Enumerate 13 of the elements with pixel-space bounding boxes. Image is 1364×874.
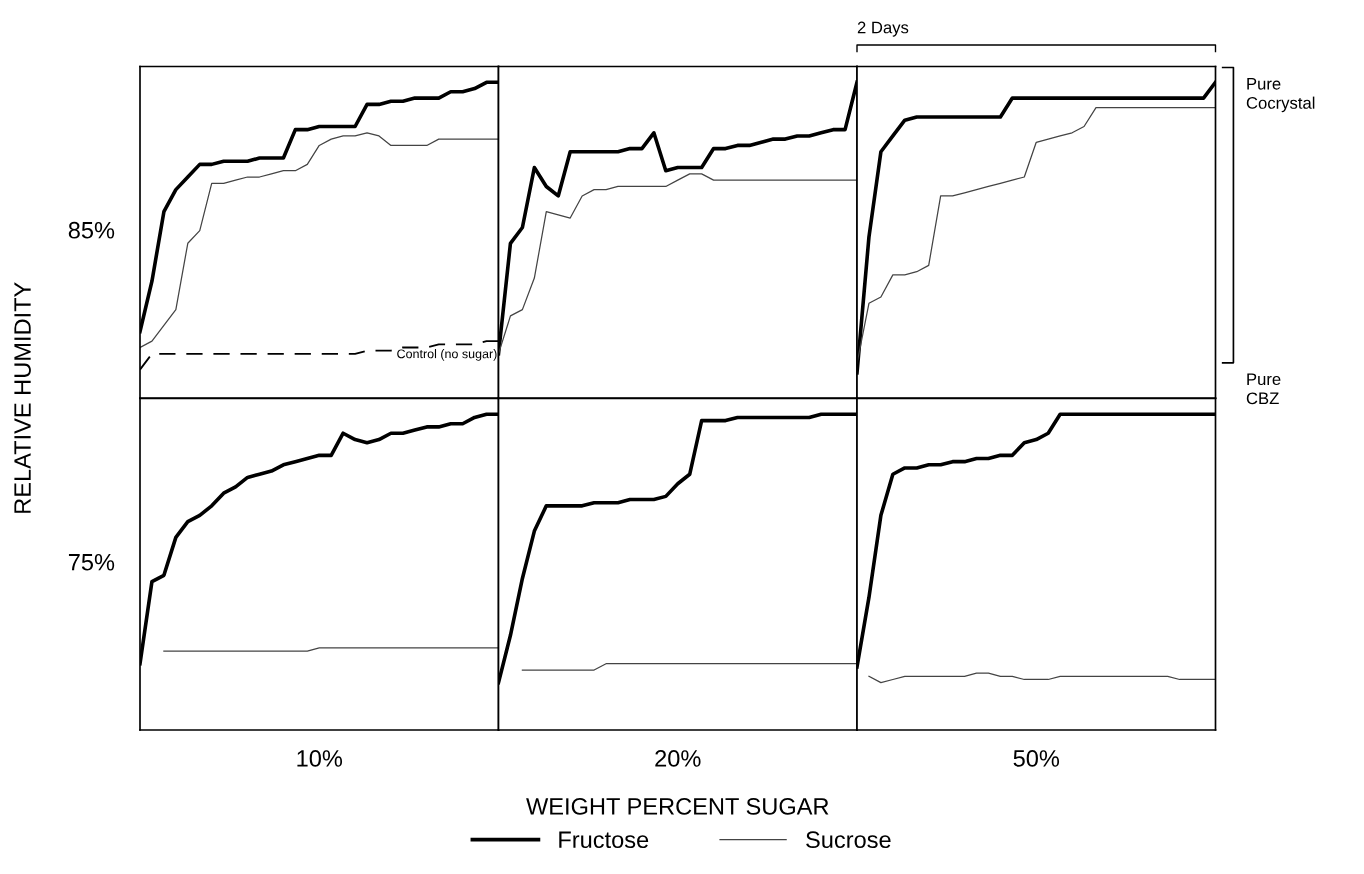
- legend-label: Sucrose: [806, 831, 891, 849]
- text: Pure Cocrystal: [1246, 78, 1315, 113]
- series-label: Control (no sugar): [397, 349, 497, 361]
- x-axis-title: 50%: [1013, 750, 1060, 767]
- x-axis-title: 10%: [297, 750, 343, 767]
- y-axis-title: 85%: [68, 221, 115, 239]
- text: RELATIVE HUMIDITY: [14, 282, 31, 513]
- y-axis-title: 75%: [68, 553, 115, 571]
- text: 2 Days: [857, 21, 909, 37]
- legend-label: Fructose: [559, 831, 649, 849]
- x-axis-title: 20%: [655, 750, 701, 767]
- text: WEIGHT PERCENT SUGAR: [526, 798, 829, 815]
- text: Pure CBZ: [1246, 373, 1281, 405]
